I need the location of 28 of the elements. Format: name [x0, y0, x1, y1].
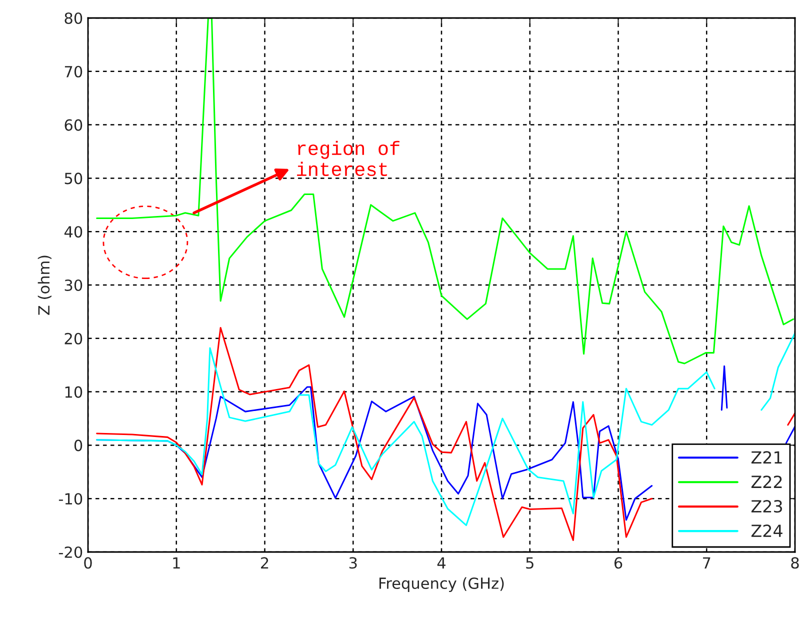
x-tick-label: 0 [84, 557, 92, 569]
x-tick-label: 6 [614, 557, 622, 569]
x-tick-label: 5 [526, 557, 534, 569]
x-tick-label: 4 [437, 557, 446, 568]
x-tick-label: 8 [791, 557, 799, 569]
y-axis-title: Z (ohm) [38, 256, 52, 315]
y-tick-label: 80 [64, 12, 82, 24]
y-tick-label: 50 [64, 172, 82, 184]
y-tick-label: -10 [58, 493, 82, 505]
legend-label: Z24 [751, 524, 782, 537]
x-axis-title: Frequency (GHz) [379, 577, 504, 592]
x-tick-label: 3 [349, 557, 357, 569]
legend-label: Z23 [751, 500, 782, 513]
legend-label: Z22 [751, 476, 782, 488]
x-tick-label: 7 [703, 557, 710, 568]
x-tick-label: 1 [173, 557, 180, 568]
line-series [96, 18, 794, 364]
y-tick-label: 20 [64, 332, 82, 344]
y-tick-label: 10 [65, 386, 82, 398]
y-tick-label: 40 [64, 226, 82, 238]
y-tick-label: 30 [64, 279, 82, 292]
x-tick-label: 2 [261, 557, 268, 568]
y-tick-label: 60 [64, 119, 82, 131]
annotation: region of interest [297, 140, 400, 176]
y-tick-label: 70 [64, 66, 82, 78]
y-tick-label: 0 [74, 440, 82, 452]
legend-label: Z21 [751, 451, 782, 464]
y-tick-label: -20 [58, 546, 82, 558]
